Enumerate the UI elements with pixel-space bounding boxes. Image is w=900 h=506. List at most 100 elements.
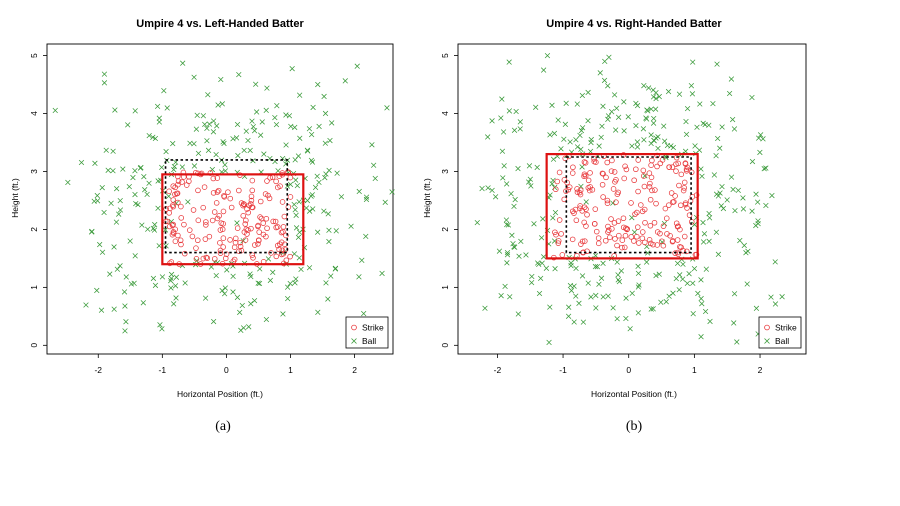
ball-point (172, 283, 179, 289)
ball-point (332, 266, 338, 272)
ball-point (286, 113, 293, 119)
strike-point (592, 206, 599, 212)
ball-point (726, 90, 733, 97)
strike-point (200, 255, 207, 262)
ball-point (635, 270, 642, 277)
strike-point (666, 202, 672, 208)
panel-caption: (b) (626, 419, 643, 434)
ball-point (126, 183, 132, 190)
strike-point (642, 239, 648, 246)
ball-point (315, 309, 321, 315)
strike-point (652, 187, 658, 193)
strike-point (280, 224, 287, 230)
legend-ball-marker (764, 338, 770, 344)
ball-point (233, 135, 240, 141)
strike-point (210, 190, 217, 196)
strike-point (232, 239, 239, 246)
strike-point (600, 194, 606, 200)
ball-point (314, 229, 321, 235)
strike-point (674, 237, 681, 243)
strike-point (178, 203, 184, 210)
strike-point (675, 160, 681, 167)
ball-point (202, 295, 209, 301)
ball-point (500, 129, 507, 135)
strike-point (193, 245, 199, 251)
strike-point (607, 234, 613, 241)
ball-point (163, 243, 169, 249)
ball-point (171, 163, 178, 170)
strike-point (172, 191, 178, 198)
ball-point (714, 61, 720, 67)
legend-box (758, 316, 802, 349)
ball-point (97, 241, 103, 248)
ball-point (112, 107, 118, 113)
ball-point (612, 127, 619, 133)
ball-point (640, 126, 647, 132)
ball-point (474, 219, 480, 226)
strike-point (581, 219, 587, 226)
ball-point (500, 175, 506, 181)
ball-point (270, 269, 276, 275)
ball-point (734, 339, 740, 345)
ball-point (707, 318, 713, 325)
ball-point (164, 105, 170, 111)
strike-point (581, 171, 588, 178)
ball-point (292, 124, 298, 131)
y-ticks: 0 1 2 3 4 5 (440, 53, 458, 348)
strike-point (569, 236, 576, 243)
strike-point (634, 233, 640, 240)
strike-point (553, 231, 559, 238)
ball-point (761, 166, 767, 172)
ball-point (253, 81, 259, 87)
strike-point (639, 229, 646, 235)
ball-point (384, 105, 390, 111)
panel-caption: (a) (215, 419, 231, 434)
strike-point (657, 230, 663, 237)
ball-point (635, 310, 642, 316)
ball-point (601, 77, 608, 84)
ball-point (698, 166, 704, 172)
ball-point (122, 328, 128, 334)
ball-point (631, 229, 638, 235)
ball-point (592, 252, 599, 259)
strike-point (581, 159, 588, 165)
ball-point (173, 295, 179, 301)
strike-point (662, 205, 669, 212)
ball-point (508, 191, 514, 197)
strike-point (169, 231, 176, 238)
ball-point (168, 271, 175, 278)
ball-point (573, 265, 579, 272)
ball-point (613, 105, 620, 111)
strike-point (238, 200, 245, 206)
ball-point (325, 296, 331, 302)
ball-point (52, 107, 58, 114)
ball-point (284, 284, 291, 290)
ball-point (517, 126, 523, 132)
ball-point (715, 193, 722, 199)
x-tick-label: 2 (352, 365, 357, 375)
empirical-zone (545, 152, 699, 260)
x-tick-label: -1 (559, 365, 567, 375)
strike-point (177, 237, 184, 244)
strike-point (683, 166, 690, 172)
strike-point (683, 168, 690, 174)
ball-point (526, 179, 532, 185)
ball-point (615, 114, 622, 120)
ball-point (250, 158, 256, 164)
ball-point (650, 94, 657, 100)
strike-point (683, 248, 690, 255)
ball-point (679, 276, 686, 282)
strike-point (270, 218, 276, 225)
strike-point (283, 232, 289, 239)
ball-point (568, 263, 574, 269)
ball-point (536, 290, 543, 297)
zone-rectangles (161, 159, 305, 266)
ball-point (546, 339, 552, 346)
ball-point (210, 118, 217, 124)
ball-point (540, 254, 547, 260)
ball-point (144, 191, 150, 198)
strike-point (249, 177, 256, 184)
plot-frame (46, 43, 394, 355)
ball-point (316, 123, 322, 130)
y-axis-label: Height (ft.) (422, 178, 432, 218)
